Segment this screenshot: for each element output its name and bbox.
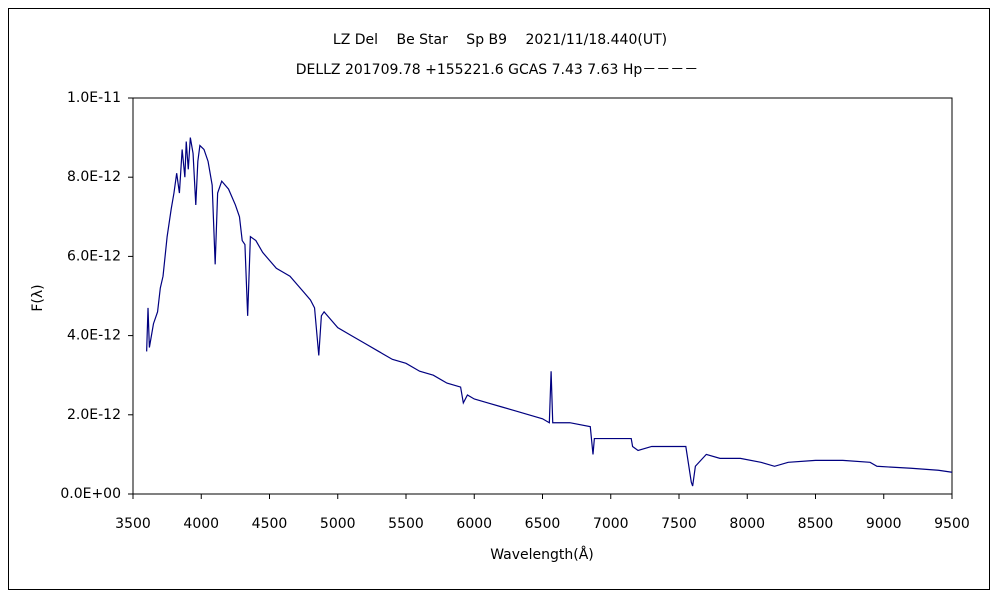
y-tick-label: 6.0E-12 bbox=[67, 248, 121, 264]
x-axis-label: Wavelength(Å) bbox=[490, 546, 594, 563]
x-tick-label: 5000 bbox=[320, 516, 356, 532]
x-tick-label: 9000 bbox=[866, 516, 902, 532]
y-tick-label: 0.0E+00 bbox=[60, 486, 121, 502]
spectrum-line bbox=[146, 137, 953, 487]
chart-title: LZ Del Be Star Sp B9 2021/11/18.440(UT) bbox=[333, 32, 667, 48]
y-tick-label: 1.0E-11 bbox=[67, 90, 121, 106]
x-tick-label: 6000 bbox=[456, 516, 492, 532]
chart-frame bbox=[8, 8, 990, 590]
x-tick-label: 7500 bbox=[661, 516, 697, 532]
x-tick-label: 6500 bbox=[525, 516, 561, 532]
y-axis-label: F(λ) bbox=[30, 284, 46, 311]
y-tick-label: 2.0E-12 bbox=[67, 407, 121, 423]
x-tick-label: 7000 bbox=[593, 516, 629, 532]
y-tick-label: 8.0E-12 bbox=[67, 169, 121, 185]
x-tick-label: 4000 bbox=[183, 516, 219, 532]
x-tick-label: 8000 bbox=[729, 516, 765, 532]
x-tick-label: 9500 bbox=[934, 516, 970, 532]
chart-subtitle: DELLZ 201709.78 +155221.6 GCAS 7.43 7.63… bbox=[296, 62, 699, 78]
x-tick-label: 4500 bbox=[252, 516, 288, 532]
x-tick-label: 3500 bbox=[115, 516, 151, 532]
x-tick-label: 8500 bbox=[798, 516, 834, 532]
x-tick-label: 5500 bbox=[388, 516, 424, 532]
y-tick-label: 4.0E-12 bbox=[67, 328, 121, 344]
